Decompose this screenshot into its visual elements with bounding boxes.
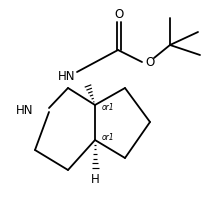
Text: O: O <box>114 8 124 21</box>
Text: H: H <box>91 173 99 186</box>
Text: or1: or1 <box>102 133 115 143</box>
Text: HN: HN <box>16 104 34 116</box>
Text: or1: or1 <box>102 103 115 111</box>
Text: O: O <box>145 55 154 69</box>
Text: HN: HN <box>57 69 75 83</box>
